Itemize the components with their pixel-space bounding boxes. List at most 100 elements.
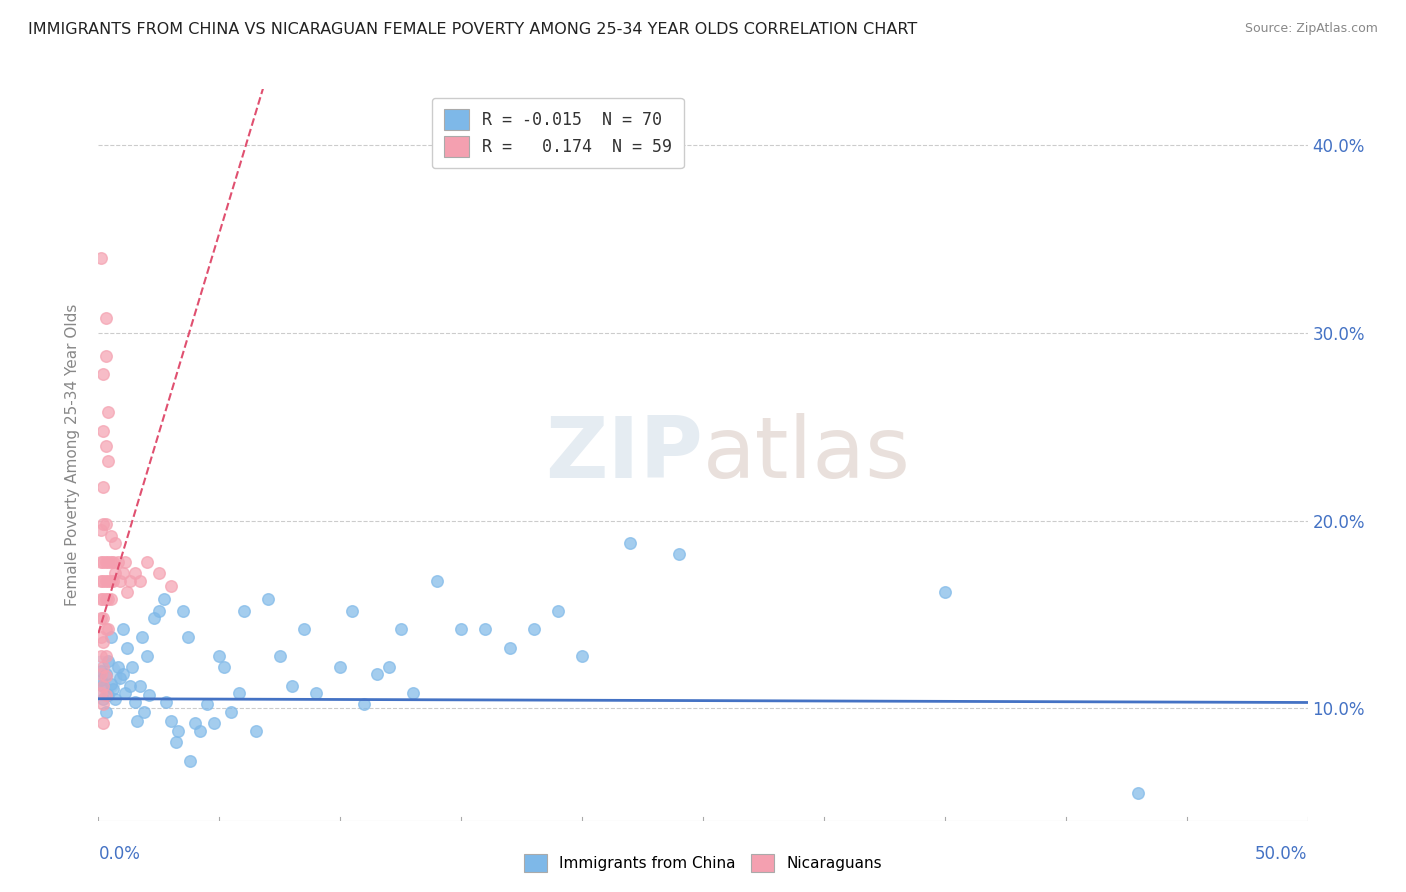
Point [389,623,412,637]
Point [104,566,127,580]
Point [91,592,114,607]
Point [232,604,254,618]
Point [91,679,114,693]
Point [97,592,120,607]
Point [94,555,117,569]
Point [117,584,139,599]
Point [94,648,117,663]
Point [101,682,124,697]
Point [160,714,183,729]
Point [108,574,131,588]
Point [91,574,114,588]
Point [94,623,117,637]
Point [100,528,122,542]
Point [100,592,122,607]
Point [91,691,114,706]
Point [177,630,200,644]
Point [160,579,183,593]
Point [90,574,112,588]
Point [498,641,520,656]
Point [114,555,136,569]
Point [97,688,120,702]
Text: 50.0%: 50.0% [1256,845,1308,863]
Point [90,251,112,265]
Point [195,698,218,712]
Point [91,698,114,712]
Point [91,660,114,674]
Point [91,480,114,494]
Point [97,574,120,588]
Point [90,611,112,625]
Point [94,311,117,326]
Point [547,604,569,618]
Point [118,574,141,588]
Point [108,671,131,685]
Point [107,660,129,674]
Point [91,517,114,532]
Point [167,723,190,738]
Point [94,667,117,681]
Point [127,714,149,729]
Point [329,660,352,674]
Point [305,686,328,700]
Point [107,555,129,569]
Point [402,686,425,700]
Point [111,566,134,580]
Point [450,623,472,637]
Point [111,667,134,681]
Point [94,669,117,683]
Point [668,547,690,561]
Point [117,641,139,656]
Point [128,574,150,588]
Point [292,623,315,637]
Point [104,691,127,706]
Point [148,604,170,618]
Point [97,405,120,419]
Y-axis label: Female Poverty Among 25-34 Year Olds: Female Poverty Among 25-34 Year Olds [65,304,80,606]
Point [114,686,136,700]
Point [228,686,250,700]
Point [97,654,120,668]
Point [121,660,143,674]
Point [342,604,364,618]
Point [1128,785,1150,799]
Point [204,716,226,731]
Legend: Immigrants from China, Nicaraguans: Immigrants from China, Nicaraguans [516,846,890,880]
Point [94,438,117,452]
Point [94,517,117,532]
Point [135,648,157,663]
Point [474,623,496,637]
Point [155,696,177,710]
Point [90,523,112,537]
Point [100,677,122,691]
Point [100,630,122,644]
Point [97,453,120,467]
Point [221,705,243,719]
Point [934,584,956,599]
Point [152,592,174,607]
Point [256,592,278,607]
Point [366,667,388,681]
Point [571,648,593,663]
Point [135,555,157,569]
Point [619,536,641,550]
Point [91,555,114,569]
Text: ZIP: ZIP [546,413,703,497]
Point [90,648,112,663]
Point [245,723,267,738]
Point [100,555,122,569]
Point [124,566,146,580]
Point [131,630,153,644]
Point [91,635,114,649]
Text: Source: ZipAtlas.com: Source: ZipAtlas.com [1244,22,1378,36]
Text: IMMIGRANTS FROM CHINA VS NICARAGUAN FEMALE POVERTY AMONG 25-34 YEAR OLDS CORRELA: IMMIGRANTS FROM CHINA VS NICARAGUAN FEMA… [28,22,917,37]
Point [101,574,124,588]
Point [91,424,114,438]
Point [90,669,112,683]
Text: atlas: atlas [703,413,911,497]
Point [523,623,546,637]
Text: 0.0%: 0.0% [98,845,141,863]
Point [172,604,194,618]
Point [94,349,117,363]
Point [269,648,291,663]
